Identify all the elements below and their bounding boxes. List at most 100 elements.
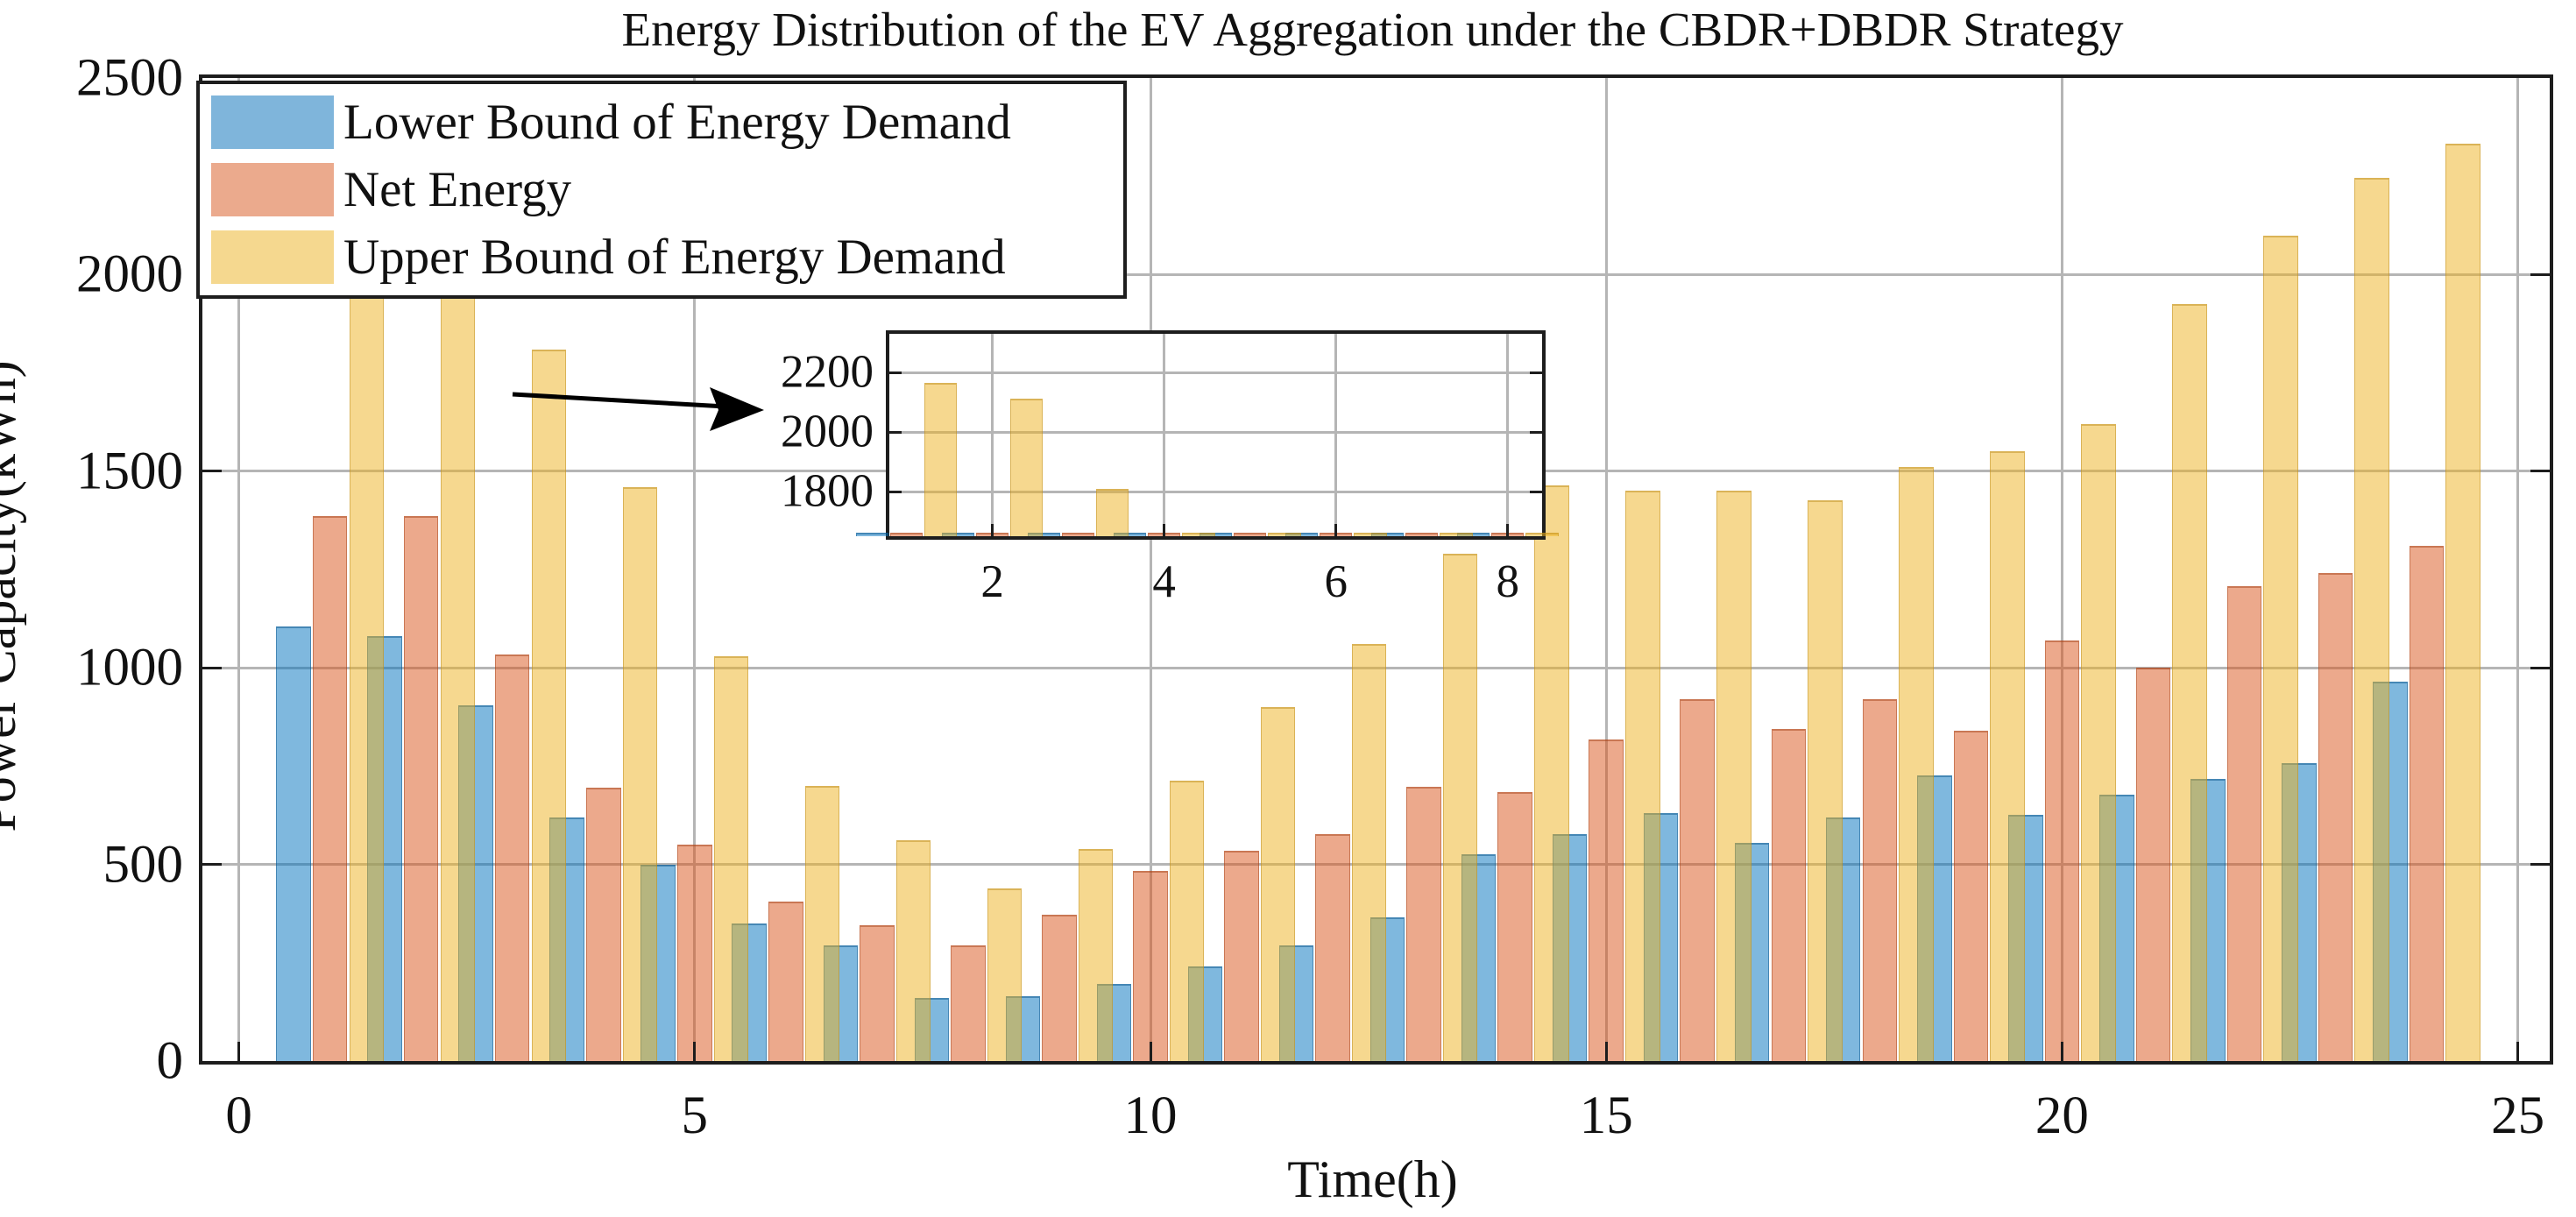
x-tick-mark: [1334, 524, 1338, 536]
bar-net-h1: [312, 516, 348, 1061]
bar-net-h19: [1953, 731, 1989, 1061]
bar-upper-h11: [1260, 707, 1296, 1061]
v-gridline: [1506, 334, 1510, 536]
y-tick-mark: [889, 490, 902, 493]
y-tick-mark: [2530, 666, 2550, 669]
bar-net-h12: [1315, 834, 1350, 1061]
bar-upper-h22: [2263, 236, 2298, 1061]
y-axis-label: Power Capacity(kWh): [0, 360, 26, 832]
bar-upper-h6: [1354, 533, 1387, 536]
bar-net-h23: [2318, 572, 2353, 1061]
bar-net-h22: [2226, 585, 2262, 1061]
v-gridline: [1334, 334, 1338, 536]
y-tick-mark: [889, 430, 902, 434]
y-tick-mark: [889, 371, 902, 374]
y-tick-mark: [2530, 470, 2550, 473]
bar-net-h24: [2409, 546, 2445, 1061]
bar-upper-h4: [622, 486, 658, 1061]
bar-net-h5: [1234, 533, 1267, 536]
bar-upper-h9: [1078, 848, 1114, 1061]
x-tick-mark: [991, 524, 994, 536]
legend: Lower Bound of Energy Demand Net Energy …: [196, 81, 1127, 299]
bar-upper-h18: [1899, 467, 1934, 1061]
bar-upper-h10: [1169, 781, 1205, 1061]
x-tick-mark: [1506, 524, 1510, 536]
bar-upper-h5: [713, 655, 749, 1061]
bar-net-h9: [1042, 915, 1077, 1061]
bar-net-h18: [1862, 699, 1898, 1061]
y-tick-label: 2500: [76, 48, 183, 108]
bar-net-h10: [1133, 871, 1168, 1061]
x-tick-label: 15: [1579, 1086, 1633, 1145]
x-tick-mark: [1604, 1042, 1608, 1061]
h-gridline: [889, 371, 1542, 374]
inset-zoom-plot: [855, 330, 1559, 540]
bar-net-h7: [860, 925, 895, 1061]
x-tick-label: 4: [1152, 556, 1176, 607]
bar-upper-h1: [924, 383, 958, 536]
y-tick-label: 1000: [76, 638, 183, 697]
bar-upper-h17: [1808, 500, 1843, 1061]
legend-swatch-upper-bound: [211, 230, 334, 284]
x-tick-mark: [693, 1042, 697, 1061]
y-tick-label: 500: [103, 835, 184, 895]
bar-net-h15: [1589, 739, 1624, 1061]
legend-label-upper-bound: Upper Bound of Energy Demand: [343, 230, 1006, 285]
legend-label-lower-bound: Lower Bound of Energy Demand: [343, 95, 1011, 150]
bar-upper-h6: [804, 785, 840, 1061]
y-tick-mark: [2530, 272, 2550, 276]
v-gridline: [2060, 78, 2063, 1061]
bar-upper-h2: [440, 230, 476, 1061]
y-tick-label: 2000: [76, 244, 183, 304]
y-tick-mark: [202, 863, 222, 867]
bar-net-h6: [768, 902, 803, 1061]
v-gridline: [1163, 334, 1166, 536]
bar-net-h20: [2044, 640, 2080, 1061]
bar-upper-h16: [1716, 491, 1752, 1061]
h-gridline: [202, 272, 2550, 276]
bar-net-h2: [403, 516, 439, 1061]
chart-title: Energy Distribution of the EV Aggregatio…: [621, 3, 2124, 56]
x-tick-label: 10: [1123, 1086, 1178, 1145]
bar-net-h1: [889, 533, 924, 536]
y-tick-label: 2000: [781, 406, 874, 457]
bar-upper-h20: [2081, 423, 2116, 1061]
x-tick-label: 20: [2035, 1086, 2089, 1145]
x-tick-label: 25: [2491, 1086, 2545, 1145]
bar-net-h13: [1406, 787, 1441, 1061]
bar-upper-h12: [1351, 644, 1387, 1061]
bar-upper-h8: [1525, 533, 1559, 536]
x-tick-label: 5: [681, 1086, 709, 1145]
bar-upper-h3: [531, 350, 567, 1061]
legend-label-net-energy: Net Energy: [343, 162, 572, 217]
bar-upper-h14: [1534, 485, 1569, 1061]
bar-upper-h2: [1010, 399, 1044, 536]
legend-item-upper-bound: Upper Bound of Energy Demand: [211, 230, 1123, 284]
legend-swatch-net-energy: [211, 163, 334, 216]
bar-lower-h1: [855, 533, 889, 536]
x-tick-label: 2: [980, 556, 1004, 607]
bar-lower-h1: [276, 626, 311, 1061]
bar-net-h14: [1497, 791, 1532, 1061]
y-tick-label: 1500: [76, 442, 183, 501]
bar-upper-h8: [987, 888, 1023, 1061]
bar-net-h11: [1224, 850, 1259, 1061]
bar-upper-h24: [2445, 143, 2480, 1061]
x-tick-mark: [1163, 524, 1166, 536]
v-gridline: [2516, 78, 2520, 1061]
h-gridline: [889, 490, 1542, 493]
x-tick-mark: [2516, 1042, 2520, 1061]
y-tick-label: 1800: [781, 465, 874, 517]
x-tick-label: 8: [1496, 556, 1520, 607]
bar-upper-h13: [1442, 554, 1478, 1061]
bar-upper-h5: [1268, 533, 1301, 536]
v-gridline: [1149, 78, 1152, 1061]
bar-net-h8: [951, 945, 986, 1061]
v-gridline: [237, 78, 241, 1061]
y-tick-mark: [202, 470, 222, 473]
bar-net-h4: [586, 788, 621, 1061]
x-tick-mark: [237, 1042, 241, 1061]
y-tick-mark: [202, 666, 222, 669]
bar-upper-h7: [1440, 533, 1473, 536]
